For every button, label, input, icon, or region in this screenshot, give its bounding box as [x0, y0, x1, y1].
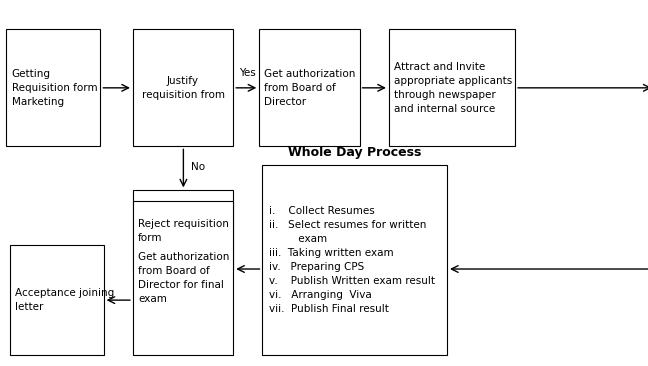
- FancyBboxPatch shape: [133, 190, 233, 271]
- Text: i.    Collect Resumes
ii.   Select resumes for written
         exam
iii.  Takin: i. Collect Resumes ii. Select resumes fo…: [269, 206, 435, 314]
- FancyBboxPatch shape: [262, 165, 447, 355]
- FancyBboxPatch shape: [389, 29, 515, 146]
- Text: Get authorization
from Board of
Director for final
exam: Get authorization from Board of Director…: [138, 252, 229, 304]
- Text: Justify
requisition from: Justify requisition from: [141, 76, 225, 100]
- Text: Getting
Requisition form
Marketing: Getting Requisition form Marketing: [12, 69, 97, 107]
- Text: Get authorization
from Board of
Director: Get authorization from Board of Director: [264, 69, 356, 107]
- Text: Yes: Yes: [239, 68, 256, 78]
- FancyBboxPatch shape: [133, 201, 233, 355]
- Text: No: No: [191, 161, 205, 172]
- FancyBboxPatch shape: [10, 245, 104, 355]
- Text: Whole Day Process: Whole Day Process: [288, 146, 422, 159]
- FancyBboxPatch shape: [6, 29, 100, 146]
- FancyBboxPatch shape: [259, 29, 360, 146]
- Text: Acceptance joining
letter: Acceptance joining letter: [15, 288, 114, 312]
- Text: Reject requisition
form: Reject requisition form: [138, 219, 229, 243]
- FancyBboxPatch shape: [133, 29, 233, 146]
- Text: Attract and Invite
appropriate applicants
through newspaper
and internal source: Attract and Invite appropriate applicant…: [394, 62, 512, 114]
